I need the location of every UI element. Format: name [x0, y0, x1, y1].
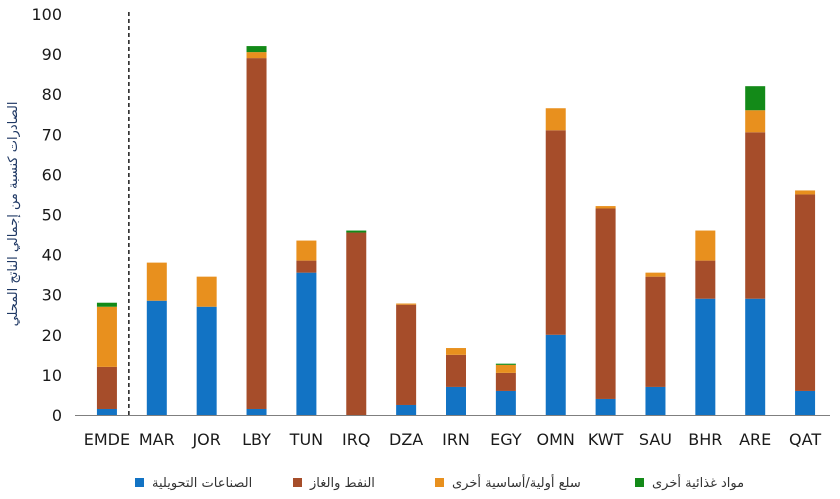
y-tick-label: 50 — [42, 206, 62, 225]
bar-segment-emde-s1 — [96, 366, 117, 409]
bar-segment-omn-s2 — [545, 108, 566, 131]
y-tick-label: 80 — [42, 85, 62, 104]
bar-segment-tun-s0 — [296, 272, 317, 415]
x-tick-label: MAR — [139, 430, 175, 449]
x-tick-label: TUN — [289, 430, 323, 449]
y-tick-label: 60 — [42, 165, 62, 184]
bar-segment-are-s0 — [745, 298, 766, 415]
y-tick-label: 70 — [42, 125, 62, 144]
legend-label: مواد غذائية أخرى — [652, 474, 744, 491]
bar-segment-egy-s0 — [495, 390, 516, 415]
bar-segment-omn-s0 — [545, 334, 566, 415]
bar-segment-are-s2 — [745, 110, 766, 133]
x-tick-label: QAT — [789, 430, 821, 449]
bar-segment-qat-s2 — [795, 190, 816, 195]
bar-segment-lby-s3 — [246, 46, 267, 53]
bar-segment-bhr-s1 — [695, 260, 716, 299]
bar-segment-are-s1 — [745, 132, 766, 299]
x-tick-label: IRN — [442, 430, 470, 449]
legend-swatch — [435, 478, 444, 487]
bar-segment-are-s3 — [745, 86, 766, 111]
bar-segment-kwt-s1 — [595, 208, 616, 399]
bar-segment-mar-s0 — [146, 300, 167, 415]
bar-segment-lby-s2 — [246, 52, 267, 59]
x-tick-label: DZA — [389, 430, 423, 449]
legend-label: النفط والغاز — [309, 476, 375, 491]
y-tick-label: 40 — [42, 246, 62, 265]
bar-segment-bhr-s2 — [695, 230, 716, 261]
bar-segment-sau-s1 — [645, 276, 666, 387]
y-tick-label: 90 — [42, 45, 62, 64]
x-tick-label: JOR — [191, 430, 220, 449]
bar-segment-dza-s2 — [396, 303, 417, 305]
bar-segment-tun-s2 — [296, 240, 317, 261]
y-tick-label: 30 — [42, 286, 62, 305]
bar-segment-irn-s1 — [446, 354, 466, 387]
x-tick-label: BHR — [688, 430, 722, 449]
legend: الصناعات التحويلية النفط والغاز سلع أولية/… — [135, 474, 744, 491]
legend-swatch — [293, 478, 302, 487]
x-tick-label: EMDE — [84, 430, 130, 449]
bar-segment-emde-s0 — [96, 408, 117, 415]
bar-segment-irq-s1 — [346, 232, 367, 415]
bar-segment-irn-s0 — [446, 386, 466, 415]
bar-segment-dza-s0 — [396, 404, 417, 415]
bar-segment-sau-s2 — [645, 272, 666, 277]
bar-segment-omn-s1 — [545, 130, 566, 335]
bar-segment-lby-s0 — [246, 408, 267, 415]
bar-segment-irq-s3 — [346, 230, 367, 233]
bars — [96, 46, 816, 415]
x-tick-label: EGY — [490, 430, 522, 449]
legend-swatch — [635, 478, 644, 487]
y-tick-label: 100 — [31, 5, 62, 24]
bar-segment-qat-s0 — [795, 390, 816, 415]
bar-segment-lby-s1 — [246, 58, 267, 409]
bar-segment-sau-s0 — [645, 386, 666, 415]
x-tick-label: SAU — [639, 430, 672, 449]
y-tick-label: 20 — [42, 326, 62, 345]
bar-segment-egy-s2 — [495, 364, 516, 373]
bar-segment-mar-s2 — [146, 262, 167, 301]
bar-segment-dza-s1 — [396, 304, 417, 405]
x-tick-labels: EMDE MAR JOR LBY TUN IRQ DZA IRN EGY OMN KWT SAU BHR… — [84, 430, 822, 449]
x-tick-label: KWT — [588, 430, 624, 449]
bar-segment-jor-s0 — [196, 306, 217, 415]
legend-swatch — [135, 478, 144, 487]
legend-label: سلع أولية/أساسية أخرى — [452, 474, 581, 491]
y-tick-label: 10 — [42, 366, 62, 385]
y-tick-label: 0 — [52, 406, 62, 425]
bar-segment-irn-s2 — [446, 348, 466, 355]
y-axis-label: الصادرات كنسبة من إجمالي الناتج المحلي — [6, 102, 21, 327]
bar-segment-egy-s1 — [495, 372, 516, 391]
bar-segment-kwt-s2 — [595, 206, 616, 209]
y-tick-labels: 0 10 20 30 40 50 60 70 80 90 100 — [31, 5, 62, 425]
bar-segment-emde-s2 — [96, 306, 117, 367]
x-tick-label: ARE — [739, 430, 771, 449]
bar-segment-emde-s3 — [96, 302, 117, 307]
x-tick-label: IRQ — [342, 430, 370, 449]
bar-segment-tun-s1 — [296, 260, 317, 273]
bar-segment-kwt-s0 — [595, 398, 616, 415]
bar-segment-qat-s1 — [795, 194, 816, 391]
x-tick-label: LBY — [242, 430, 271, 449]
x-tick-label: OMN — [537, 430, 575, 449]
bar-segment-egy-s3 — [495, 363, 516, 365]
legend-label: الصناعات التحويلية — [152, 476, 252, 491]
bar-segment-bhr-s0 — [695, 298, 716, 415]
bar-segment-jor-s2 — [196, 276, 217, 307]
